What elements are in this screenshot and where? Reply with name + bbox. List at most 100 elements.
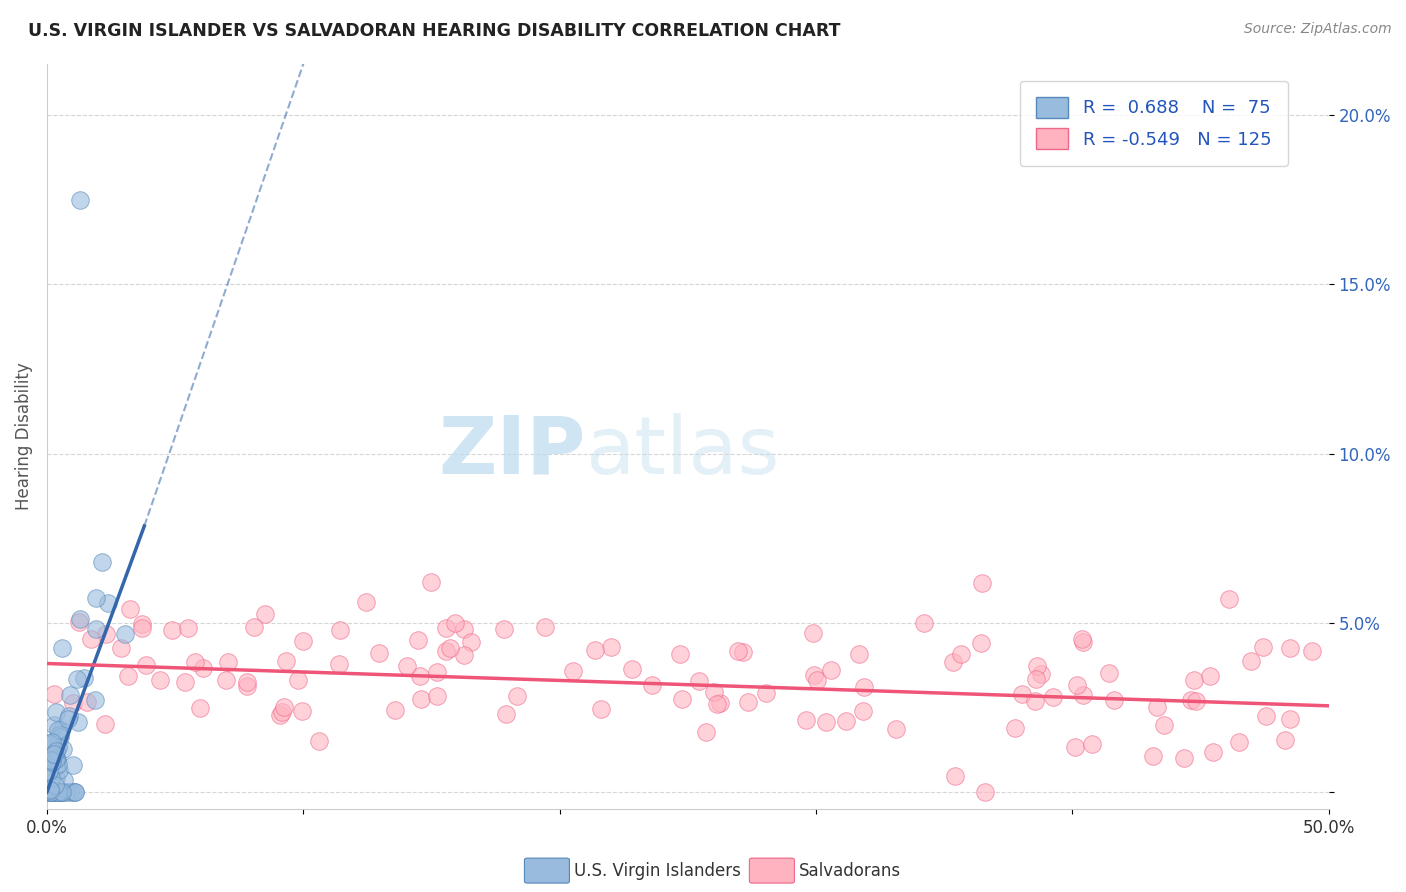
Point <box>46 785 69 799</box>
Point <box>274 654 297 668</box>
Point <box>188 700 211 714</box>
Point <box>184 656 207 670</box>
Point <box>1199 669 1222 683</box>
Point <box>384 703 406 717</box>
Point <box>90 555 112 569</box>
Text: U.S. VIRGIN ISLANDER VS SALVADORAN HEARING DISABILITY CORRELATION CHART: U.S. VIRGIN ISLANDER VS SALVADORAN HEARI… <box>28 22 841 40</box>
Point <box>426 665 449 680</box>
Point <box>942 655 965 669</box>
Point <box>84 622 107 636</box>
Text: Salvadorans: Salvadorans <box>799 862 901 880</box>
Point <box>439 640 461 655</box>
Point <box>45 752 67 766</box>
Point <box>42 785 65 799</box>
Point <box>453 648 475 663</box>
Point <box>41 785 63 799</box>
Point <box>1066 678 1088 692</box>
Point <box>1142 748 1164 763</box>
Point <box>84 591 107 606</box>
Point <box>39 751 62 765</box>
Point <box>1279 640 1302 655</box>
Point <box>37 785 59 799</box>
Point <box>44 778 66 792</box>
Point <box>41 747 63 761</box>
Point <box>408 633 430 648</box>
Point <box>110 640 132 655</box>
Point <box>97 596 120 610</box>
Point <box>160 623 183 637</box>
Point <box>39 771 62 785</box>
Point <box>291 704 314 718</box>
Point <box>835 714 858 729</box>
Point <box>41 785 63 799</box>
Point <box>44 785 66 799</box>
Point <box>217 656 239 670</box>
Point <box>73 671 96 685</box>
Point <box>583 643 606 657</box>
Point <box>242 620 264 634</box>
Point <box>76 696 98 710</box>
Point <box>42 747 65 761</box>
Point <box>950 647 973 661</box>
Point <box>709 696 731 710</box>
Point <box>66 673 89 687</box>
Point <box>453 622 475 636</box>
Point <box>55 785 77 799</box>
Point <box>1201 745 1223 759</box>
Point <box>45 743 67 757</box>
Point <box>120 602 142 616</box>
Point <box>703 685 725 699</box>
Point <box>972 576 994 591</box>
Point <box>1098 666 1121 681</box>
Point <box>41 785 63 799</box>
Point <box>1153 718 1175 732</box>
Point <box>69 612 91 626</box>
Point <box>254 607 277 622</box>
Point <box>803 668 825 682</box>
Point <box>51 785 73 799</box>
Point <box>970 636 993 650</box>
Point <box>236 679 259 693</box>
Point <box>695 725 717 739</box>
Point <box>755 686 778 700</box>
Point <box>38 737 60 751</box>
Point <box>534 620 557 634</box>
Point <box>600 640 623 654</box>
Point <box>641 678 664 692</box>
Point <box>287 673 309 688</box>
Point <box>45 751 67 765</box>
Point <box>1081 737 1104 751</box>
Point <box>1004 722 1026 736</box>
Point <box>84 693 107 707</box>
Point <box>45 705 67 719</box>
Point <box>801 626 824 640</box>
Point <box>38 749 60 764</box>
Point <box>49 723 72 737</box>
Point <box>236 674 259 689</box>
Point <box>562 665 585 679</box>
Point <box>853 680 876 694</box>
Point <box>46 739 69 754</box>
Point <box>215 673 238 687</box>
Point <box>1240 654 1263 668</box>
Point <box>37 736 59 750</box>
Point <box>42 687 65 701</box>
Point <box>174 675 197 690</box>
Point <box>37 782 59 797</box>
Point <box>39 737 62 751</box>
Point <box>273 700 295 714</box>
Point <box>46 723 69 738</box>
Point <box>51 641 73 656</box>
Text: U.S. Virgin Islanders: U.S. Virgin Islanders <box>574 862 741 880</box>
Point <box>1025 659 1047 673</box>
Point <box>367 646 389 660</box>
Point <box>434 621 457 635</box>
Point <box>38 764 60 778</box>
Point <box>41 755 63 769</box>
Point <box>1173 751 1195 765</box>
Point <box>328 657 350 671</box>
Text: Source: ZipAtlas.com: Source: ZipAtlas.com <box>1244 22 1392 37</box>
Point <box>39 782 62 797</box>
Point <box>436 644 458 658</box>
Text: ZIP: ZIP <box>439 412 585 491</box>
